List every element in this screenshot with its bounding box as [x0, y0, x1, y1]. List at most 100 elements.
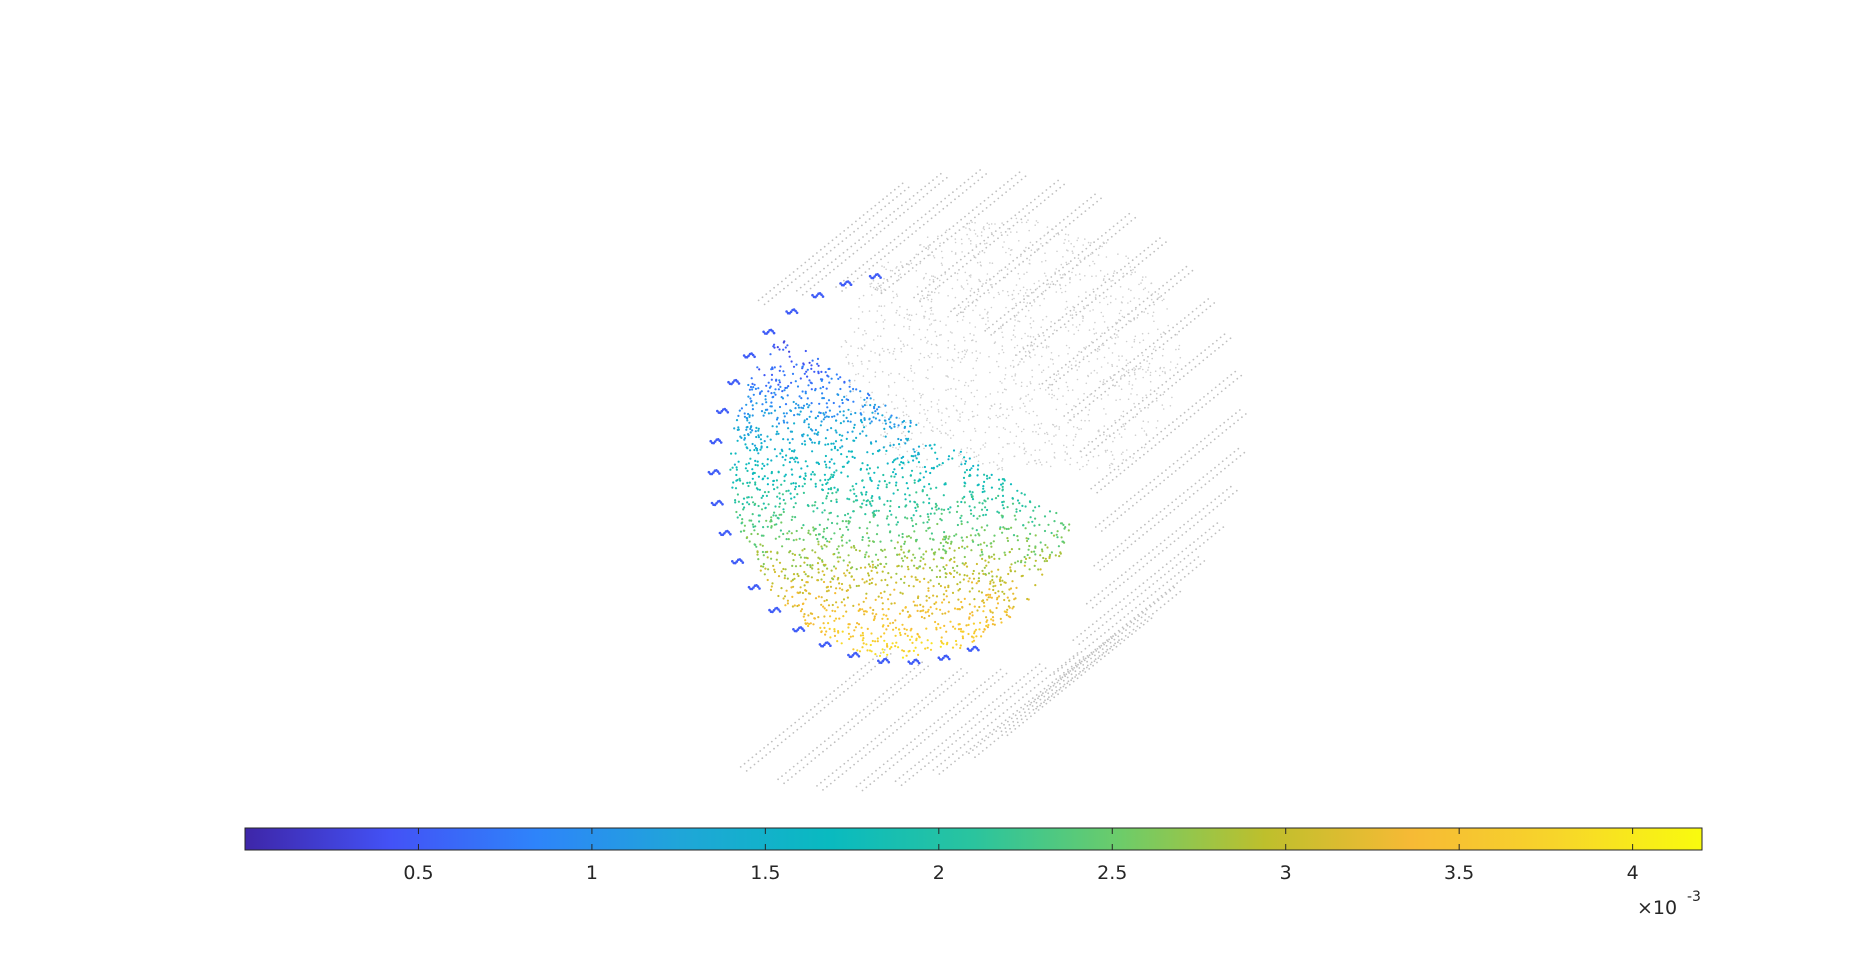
shell-point	[1143, 600, 1145, 602]
shell-point	[1192, 311, 1194, 313]
field-point	[786, 344, 788, 346]
inner-point	[975, 341, 977, 343]
inner-point	[928, 291, 930, 293]
field-point	[832, 578, 834, 580]
shell-point	[949, 228, 951, 230]
inner-point	[927, 299, 929, 301]
inner-point	[865, 425, 867, 427]
inner-point	[894, 324, 896, 326]
inner-point	[1084, 308, 1086, 310]
inner-point	[961, 251, 963, 253]
shell-point	[1206, 309, 1208, 311]
shell-point	[921, 700, 923, 702]
inner-point	[948, 416, 950, 418]
shell-point	[1073, 358, 1075, 360]
shell-point	[1040, 238, 1042, 240]
field-point	[1030, 516, 1032, 518]
field-point	[877, 564, 879, 566]
inner-point	[863, 375, 865, 377]
field-point	[792, 605, 794, 607]
inner-point	[1069, 347, 1071, 349]
field-point	[982, 514, 984, 516]
field-point	[767, 556, 769, 558]
shell-point	[1189, 544, 1191, 546]
shell-point	[831, 261, 833, 263]
inner-point	[1058, 355, 1060, 357]
field-point	[1004, 527, 1006, 529]
shell-point	[1237, 419, 1239, 421]
shell-point	[1227, 419, 1229, 421]
inner-point	[1135, 309, 1137, 311]
inner-point	[974, 428, 976, 430]
field-point	[865, 551, 867, 553]
field-point	[872, 612, 874, 614]
field-point	[938, 464, 940, 466]
field-point	[841, 539, 843, 541]
shell-point	[1165, 469, 1167, 471]
shell-point	[1081, 674, 1083, 676]
field-point	[868, 540, 870, 542]
shell-point	[785, 772, 787, 774]
shell-point	[885, 771, 887, 773]
field-point	[960, 463, 962, 465]
shell-point	[946, 767, 948, 769]
shell-point	[843, 763, 845, 765]
field-point	[876, 533, 878, 535]
inner-point	[1081, 456, 1083, 458]
field-point	[927, 639, 929, 641]
shell-point	[865, 716, 867, 718]
inner-point	[1115, 343, 1117, 345]
field-point	[892, 622, 894, 624]
shell-point	[1172, 286, 1174, 288]
field-point	[742, 508, 744, 510]
shell-point	[859, 217, 861, 219]
shell-point	[1137, 596, 1139, 598]
shell-point	[835, 258, 837, 260]
inner-point	[1115, 329, 1117, 331]
field-point	[973, 515, 975, 517]
inner-point	[1066, 345, 1068, 347]
inner-point	[1115, 298, 1117, 300]
shell-point	[865, 271, 867, 273]
field-point	[915, 523, 917, 525]
inner-point	[1092, 253, 1094, 255]
field-point	[958, 608, 960, 610]
field-point	[836, 413, 838, 415]
shell-point	[1028, 708, 1030, 710]
inner-point	[1021, 431, 1023, 433]
field-point	[892, 461, 894, 463]
field-point	[804, 622, 806, 624]
shell-point	[1051, 689, 1053, 691]
shell-point	[916, 772, 918, 774]
inner-point	[1126, 460, 1128, 462]
field-point	[936, 565, 938, 567]
field-point	[933, 603, 935, 605]
shell-point	[1119, 230, 1121, 232]
inner-point	[883, 266, 885, 268]
field-point	[954, 628, 956, 630]
field-point	[953, 561, 955, 563]
shell-point	[771, 297, 773, 299]
field-point	[806, 403, 808, 405]
shell-point	[1140, 253, 1142, 255]
inner-point	[982, 283, 984, 285]
inner-point	[1063, 242, 1065, 244]
inner-point	[1099, 349, 1101, 351]
field-point	[928, 519, 930, 521]
inner-point	[1051, 443, 1053, 445]
shell-point	[1133, 623, 1135, 625]
field-point	[948, 536, 950, 538]
shell-point	[1146, 485, 1148, 487]
field-point	[991, 498, 993, 500]
field-point	[812, 623, 814, 625]
field-point	[947, 458, 949, 460]
shell-point	[1085, 297, 1087, 299]
inner-point	[890, 270, 892, 272]
shell-point	[941, 684, 943, 686]
shell-point	[1167, 340, 1169, 342]
field-point	[753, 394, 755, 396]
inner-point	[903, 431, 905, 433]
inner-point	[1115, 385, 1117, 387]
field-point	[895, 516, 897, 518]
inner-point	[926, 342, 928, 344]
